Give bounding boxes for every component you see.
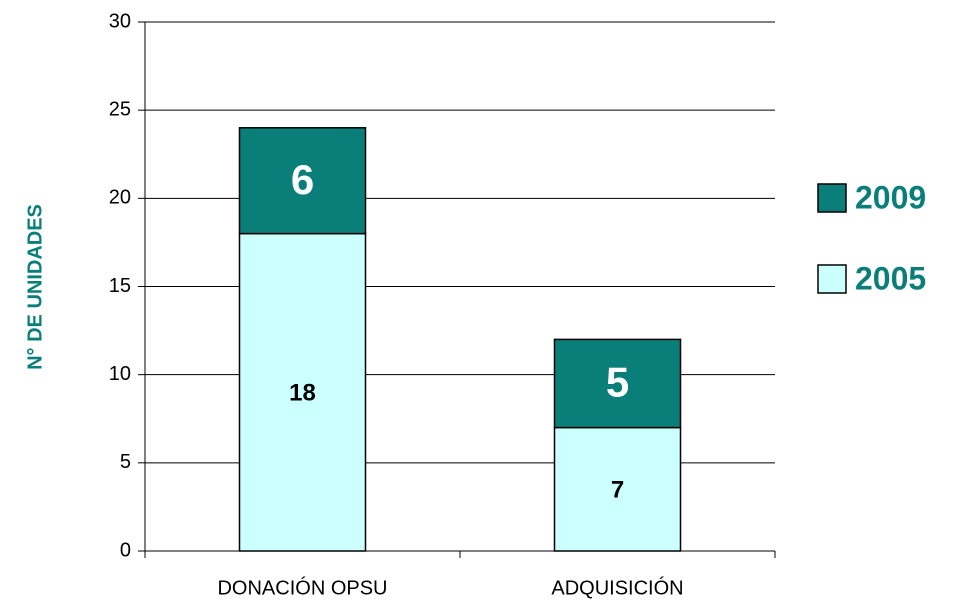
y-tick-label: 5 <box>120 451 131 473</box>
x-tick-label: DONACIÓN OPSU <box>217 576 387 599</box>
data-label: 7 <box>611 477 624 504</box>
y-tick-label: 15 <box>109 275 131 297</box>
legend-swatch <box>817 183 847 213</box>
x-tick-label: ADQUISICIÓN <box>551 576 683 599</box>
y-tick-label: 25 <box>109 98 131 120</box>
data-label: 5 <box>606 359 629 406</box>
y-tick-label: 20 <box>109 187 131 209</box>
bar-segment <box>238 127 367 235</box>
data-label: 6 <box>291 156 314 203</box>
y-tick-label: 30 <box>109 10 131 32</box>
y-tick-label: 0 <box>120 539 131 561</box>
data-label: 18 <box>289 380 316 407</box>
bar-segment <box>553 338 682 429</box>
legend-label: 2005 <box>855 260 926 296</box>
y-tick-label: 10 <box>109 363 131 385</box>
legend-label: 2009 <box>855 179 926 215</box>
legend-swatch <box>817 264 847 294</box>
y-axis-label: N° DE UNIDADES <box>24 204 46 370</box>
